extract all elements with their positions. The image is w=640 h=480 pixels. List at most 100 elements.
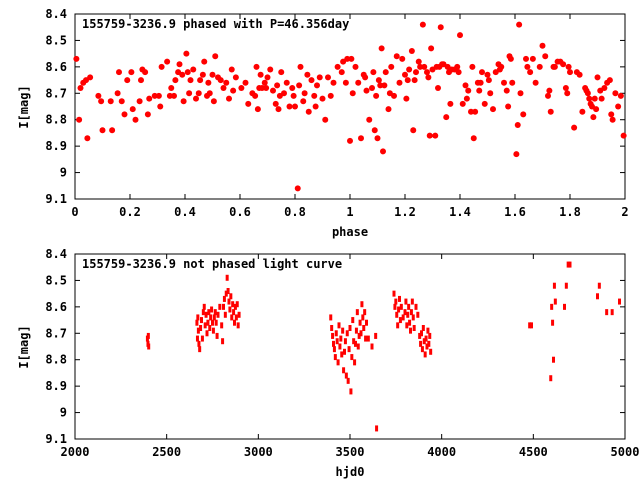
data-point: [330, 325, 334, 331]
data-point: [146, 95, 153, 102]
data-point: [472, 108, 479, 115]
data-point: [563, 303, 566, 310]
data-point: [157, 103, 164, 110]
data-point: [366, 335, 370, 342]
data-point: [345, 330, 349, 337]
data-point: [415, 58, 422, 65]
data-point: [421, 325, 425, 331]
data-point: [339, 335, 343, 342]
data-point: [325, 74, 331, 81]
data-point: [198, 346, 202, 353]
data-point: [593, 106, 600, 113]
data-point: [229, 293, 233, 300]
data-point: [617, 92, 624, 99]
data-point: [199, 71, 206, 78]
data-point: [566, 261, 570, 268]
data-point: [401, 314, 405, 321]
data-point: [158, 63, 165, 70]
data-point: [509, 79, 516, 86]
data-point: [267, 66, 274, 73]
data-point: [199, 325, 203, 331]
data-point: [476, 87, 483, 94]
data-point: [381, 82, 388, 89]
data-point: [412, 325, 416, 331]
data-point: [549, 375, 553, 382]
data-point: [329, 314, 333, 321]
data-point: [598, 95, 605, 102]
data-point: [615, 103, 622, 110]
x-axis-ticks: 2000 2500 3000 3500 4000 4500 5000: [61, 254, 639, 459]
data-point: [228, 306, 232, 313]
data-point: [263, 85, 270, 91]
x-tick-label: 3000: [244, 445, 273, 459]
data-point: [292, 103, 298, 110]
data-point: [424, 69, 430, 76]
data-point: [212, 314, 216, 321]
data-point: [503, 87, 510, 94]
data-point: [195, 90, 202, 97]
data-point: [362, 325, 366, 331]
x-tick-label: 2000: [61, 445, 90, 459]
data-point: [404, 77, 411, 84]
data-point: [335, 338, 339, 345]
data-point: [565, 63, 572, 70]
data-point: [222, 303, 225, 310]
data-point: [226, 95, 232, 102]
data-point: [370, 343, 374, 350]
data-point: [375, 425, 379, 432]
data-point: [209, 71, 216, 78]
data-point: [427, 340, 431, 347]
data-point: [270, 87, 276, 94]
data-point: [352, 338, 356, 345]
data-point: [363, 309, 367, 316]
data-point: [322, 116, 329, 123]
x-tick-label: 2500: [152, 445, 181, 459]
data-point: [201, 58, 208, 65]
x-tick-label: 0.6: [229, 205, 251, 219]
data-point: [454, 63, 461, 70]
data-point: [485, 77, 492, 84]
data-point: [118, 98, 125, 105]
data-point: [432, 132, 439, 139]
data-point: [213, 309, 217, 316]
data-point: [620, 132, 627, 139]
data-point: [242, 79, 249, 86]
data-point: [301, 90, 308, 97]
x-tick-label: 2: [621, 205, 628, 219]
data-point: [422, 338, 426, 345]
data-point: [552, 282, 556, 289]
data-point: [527, 69, 534, 76]
y-tick-label: 8.9: [45, 139, 67, 153]
data-point: [334, 63, 341, 70]
y-tick-label: 9: [60, 406, 67, 420]
data-point: [552, 356, 555, 363]
data-point: [233, 319, 236, 326]
data-point: [332, 340, 335, 347]
data-point: [429, 348, 433, 355]
x-tick-label: 4500: [519, 445, 548, 459]
data-point: [261, 79, 268, 86]
data-point: [114, 90, 121, 97]
data-point: [425, 343, 429, 350]
x-tick-label: 3500: [336, 445, 365, 459]
data-point: [377, 82, 384, 89]
data-point: [357, 332, 361, 339]
data-point: [501, 79, 507, 86]
data-point: [129, 106, 136, 113]
data-point: [378, 45, 385, 52]
data-point: [197, 77, 204, 84]
data-point: [407, 303, 411, 310]
data-point: [206, 319, 210, 326]
data-point: [523, 55, 529, 62]
data-point: [586, 95, 593, 102]
data-point: [300, 98, 307, 105]
data-point: [312, 103, 319, 110]
data-point: [330, 79, 337, 86]
x-tick-label: 1: [346, 205, 353, 219]
data-point: [536, 63, 543, 70]
data-point: [337, 322, 341, 329]
data-point: [196, 314, 200, 321]
data-point: [591, 95, 598, 102]
data-point: [410, 127, 417, 134]
data-point: [338, 69, 345, 76]
